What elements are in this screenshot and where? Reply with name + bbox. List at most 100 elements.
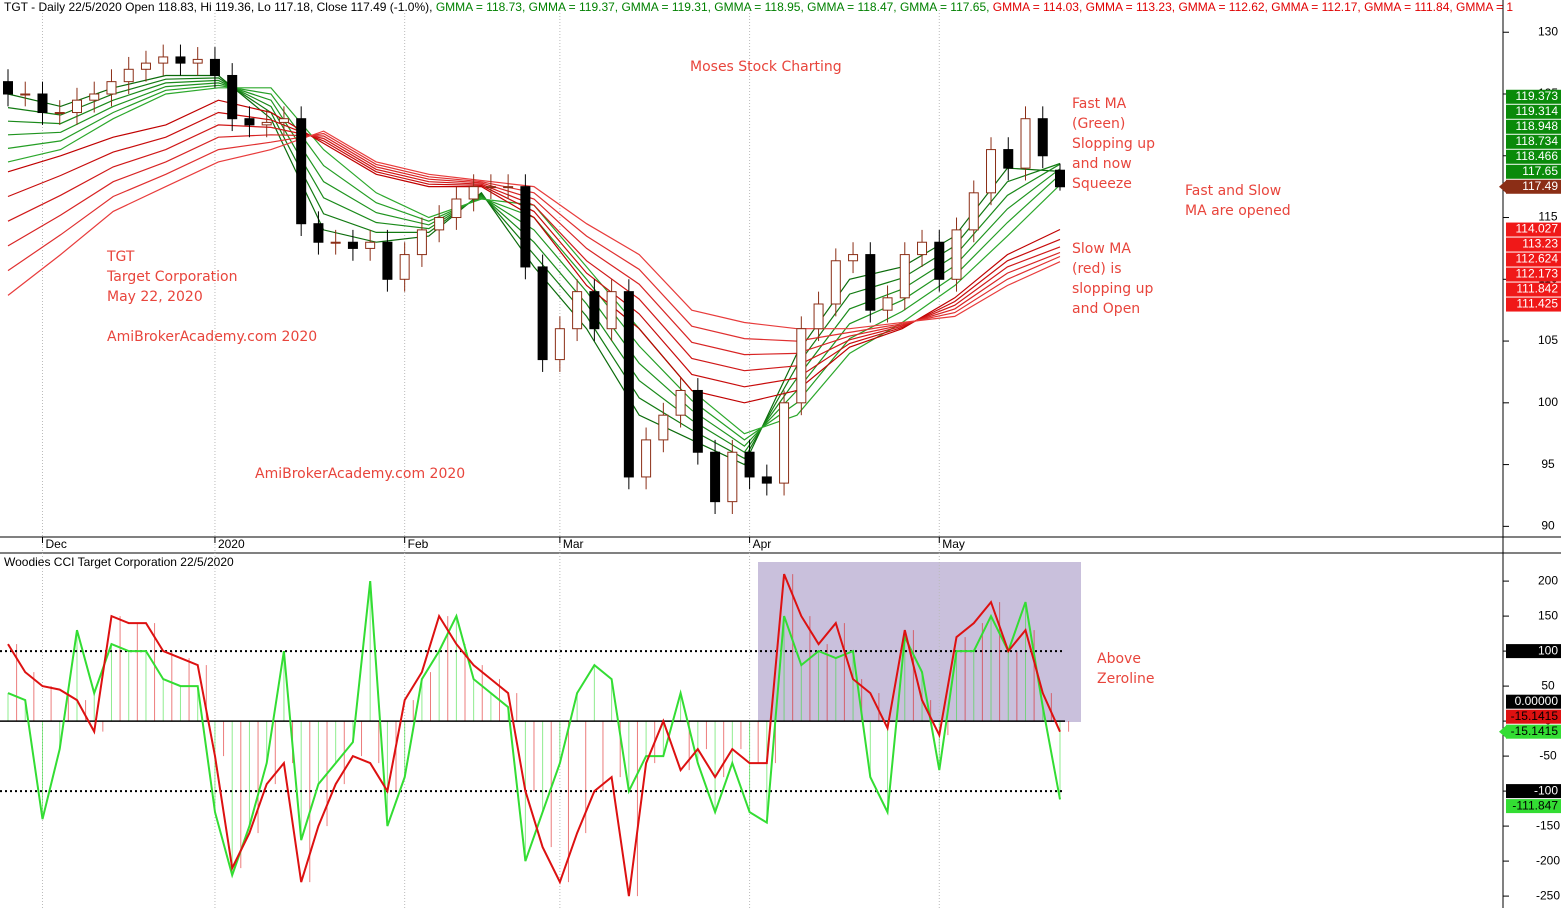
cci-line [7,573,1061,897]
candle-body [485,186,496,189]
candle-body [20,93,31,96]
annotation: Above [1097,651,1141,667]
annotation: AmiBrokerAcademy.com 2020 [107,329,317,345]
y-tick-label: 115 [1538,210,1557,224]
candle-body [710,451,721,503]
candle-body [1020,118,1031,169]
annotation: Moses Stock Charting [690,59,842,75]
candle-body [278,118,289,123]
annotation: slopping up [1072,281,1153,297]
value-label: 111.842 [1516,282,1558,296]
candle-body [934,241,945,280]
gmma-line [7,124,1061,372]
candle-body [675,389,686,416]
x-tick-label: Dec [45,537,66,551]
candle-body [744,451,755,478]
header-item: GMMA = 1 [1453,0,1514,14]
front-layer: Moses Stock Charting TGT Target Corporatio… [4,59,1561,814]
candle-body [882,297,893,311]
gmma-line [7,99,1061,404]
header-item: GMMA = 113.23, [1082,0,1175,14]
panel-title: Woodies CCI Target Corporation 22/5/2020 [4,555,234,569]
candle-body [623,291,634,478]
x-tick-label: Mar [563,537,584,551]
value-label: 112.624 [1516,252,1559,266]
gmma-line [7,130,1061,330]
value-box [1506,644,1561,659]
value-label: -100 [1534,783,1558,797]
annotation: AmiBrokerAcademy.com 2020 [255,466,465,482]
candle-body [37,93,48,114]
value-box [1506,784,1561,799]
x-tick-label: 2020 [218,537,245,551]
candle-body [779,402,790,484]
value-box [1506,104,1561,119]
value-box [1506,799,1561,814]
y-tick-label: 100 [1538,395,1558,409]
candle-body [1003,149,1014,169]
candle-body [244,118,255,126]
value-box [1506,709,1561,724]
candle-body [727,451,738,503]
candle-body [313,223,324,243]
x-tick-label: May [942,537,965,551]
candle-body [830,260,841,305]
candle-body [520,186,531,268]
value-label: 112.173 [1516,267,1559,281]
candle-body [761,476,772,484]
annotation: Slow MA [1072,241,1131,257]
value-box [1506,252,1561,267]
value-box [1506,237,1561,252]
candle-body [1037,118,1048,157]
y-tick-label: 130 [1538,24,1558,38]
header-item: GMMA = 118.95, [711,0,804,14]
candle-body [468,186,479,200]
candle-body [175,56,186,64]
value-label: 119.373 [1516,89,1559,103]
value-label: 118.466 [1516,149,1559,163]
value-box [1506,282,1561,297]
x-tick-label: Apr [753,537,772,551]
candle-body [382,241,393,280]
header-item: GMMA = 114.03, [989,0,1082,14]
candle-body [606,291,617,330]
annotation: TGT [106,249,135,265]
candle-body [89,93,100,101]
gmma-line [7,79,1061,454]
gmma-line [7,77,1061,460]
value-box [1506,134,1561,149]
candle-body [209,58,220,76]
candle-body [158,56,169,64]
value-box [1506,119,1561,134]
candle-body [399,254,410,280]
value-label: 0.00000 [1515,694,1559,708]
value-box [1506,149,1561,164]
line-layer [0,74,1065,897]
candle-body [192,58,203,64]
candle-body [796,328,807,404]
candle-body [3,81,13,95]
highlight-region [758,562,1081,722]
value-label: 111.425 [1516,297,1558,311]
candle-body [865,254,876,311]
y-tick-label: 50 [1541,678,1555,692]
value-label: -15.1415 [1511,709,1559,723]
annotation: Target Corporation [106,269,237,285]
value-label: 119.314 [1516,104,1559,118]
cci-line [7,580,1061,879]
y-tick-label: -250 [1536,888,1560,902]
y-tick-label: 200 [1538,573,1558,587]
annotation: and Open [1072,301,1140,317]
candle-body [641,439,652,478]
header-item: GMMA = 112.17, [1268,0,1361,14]
header-item: GMMA = 118.73, [432,0,525,14]
value-arrow [1499,724,1507,739]
chart-header: TGT - Daily 22/5/2020 Open 118.83, Hi 11… [4,0,1513,14]
y-tick-label: 90 [1541,519,1555,533]
value-label: 117.65 [1522,164,1558,178]
candle-body [554,328,565,361]
candle-body [106,81,117,95]
candle-body [658,414,669,441]
